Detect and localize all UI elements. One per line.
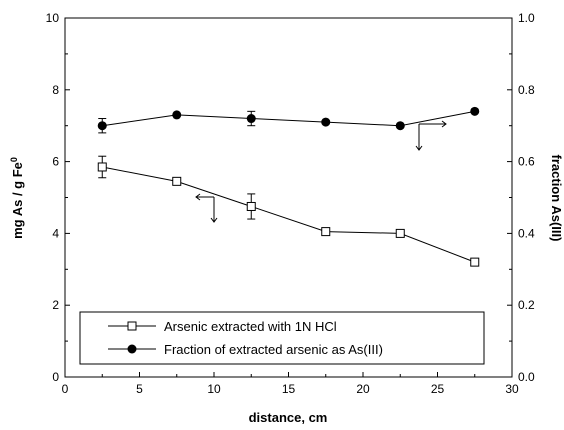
series-0-point-5 xyxy=(470,257,480,267)
x-tick-label-0: 0 xyxy=(62,382,69,396)
series-1-point-5 xyxy=(470,106,480,116)
series-0-point-1 xyxy=(172,176,182,186)
series-0-point-4 xyxy=(395,228,405,238)
y-right-tick-label-0: 0.0 xyxy=(518,370,535,384)
series-1-point-1 xyxy=(172,110,182,120)
y-left-tick-label-3: 6 xyxy=(52,155,59,169)
legend-box xyxy=(79,311,485,365)
legend-label-hcl: Arsenic extracted with 1N HCl xyxy=(164,319,337,334)
series-1-point-0 xyxy=(97,121,107,131)
series-0-point-3 xyxy=(321,227,331,237)
y-right-tick-label-5: 1.0 xyxy=(518,11,535,25)
x-tick-label-4: 20 xyxy=(356,382,370,396)
y-axis-right: 0.0 0.2 0.4 0.6 0.8 1.0 xyxy=(507,11,535,384)
series-0-line xyxy=(102,166,475,263)
y-left-tick-label-1: 2 xyxy=(52,298,59,312)
y-right-tick-label-3: 0.6 xyxy=(518,155,535,169)
x-tick-label-3: 15 xyxy=(282,382,296,396)
y-axis-left-title-superscript: 0 xyxy=(9,157,19,162)
y-left-tick-label-4: 8 xyxy=(52,83,59,97)
series-1-point-2 xyxy=(246,114,256,124)
x-tick-label-1: 5 xyxy=(136,382,143,396)
x-axis: 0 5 10 15 20 25 30 xyxy=(62,372,519,396)
series-1-line xyxy=(102,110,475,127)
y-right-tick-label-4: 0.8 xyxy=(518,83,535,97)
y-right-tick-label-2: 0.4 xyxy=(518,226,535,240)
legend: Arsenic extracted with 1N HCl Fraction o… xyxy=(79,311,485,365)
legend-marker-as3 xyxy=(127,344,137,354)
legend-label-as3: Fraction of extracted arsenic as As(III) xyxy=(164,342,383,357)
series-1-point-3 xyxy=(321,117,331,127)
axis-indicator-arrow-left xyxy=(195,193,218,223)
x-axis-title: distance, cm xyxy=(249,410,328,425)
series-0-point-2 xyxy=(246,201,256,211)
y-axis-left-title: mg As / g Fe0 xyxy=(9,157,25,239)
y-left-tick-label-0: 0 xyxy=(52,370,59,384)
series-1-point-4 xyxy=(395,121,405,131)
y-axis-left: 0 2 4 6 8 10 xyxy=(46,11,70,384)
y-axis-left-title-text: mg As / g Fe xyxy=(10,162,25,239)
axis-indicator-arrow-right xyxy=(415,120,447,151)
y-right-tick-label-1: 0.2 xyxy=(518,298,535,312)
series-layer xyxy=(97,106,480,267)
y-left-tick-label-5: 10 xyxy=(46,11,60,25)
series-0-point-0 xyxy=(97,162,107,172)
x-tick-label-6: 30 xyxy=(505,382,519,396)
y-left-tick-label-2: 4 xyxy=(52,226,59,240)
x-tick-label-2: 10 xyxy=(207,382,221,396)
x-tick-label-5: 25 xyxy=(431,382,445,396)
legend-marker-hcl xyxy=(127,321,137,331)
y-axis-right-title: fraction As(III) xyxy=(549,155,564,242)
